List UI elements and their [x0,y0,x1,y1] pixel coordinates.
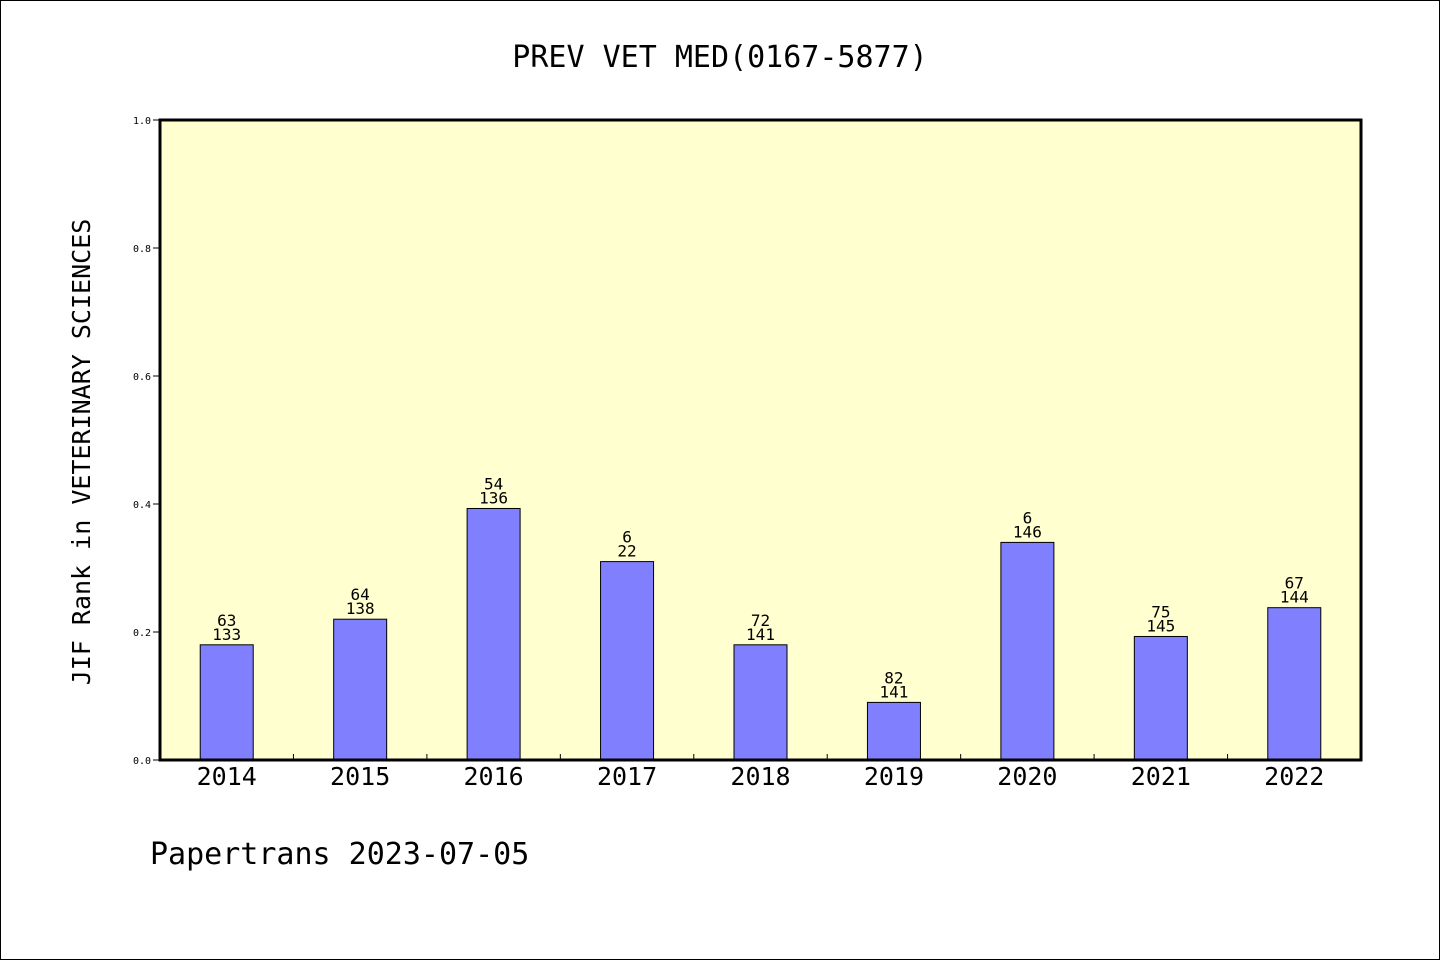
bar-label-rank-2019: 82 [884,668,903,687]
bar-label-total-2017: 22 [617,542,636,561]
bar-label-rank-2014: 63 [217,611,236,630]
bar-label-total-2015: 138 [346,599,375,618]
bar-2020 [1000,541,1055,761]
y-axis: 0.0 0.2 0.4 0.6 0.8 1.0 [133,116,160,767]
x-tick-label-2018: 2018 [730,762,790,791]
bar-label-rank-2022: 67 [1285,574,1304,593]
footer-text: Papertrans 2023-07-05 [150,837,529,872]
bar-2016 [466,507,521,761]
y-axis-label: JIF Rank in VETERINARY SCIENCES [67,219,96,686]
x-tick-label-2021: 2021 [1131,762,1191,791]
x-tick-label-2020: 2020 [997,762,1057,791]
y-tick-label: 1.0 [133,116,151,127]
x-tick-label-2017: 2017 [597,762,657,791]
bar-label-total-2022: 144 [1280,588,1309,607]
bar-2022 [1267,607,1322,761]
bar-label-rank-2021: 75 [1151,602,1170,621]
plot-border [158,118,1363,762]
y-tick-label: 0.2 [133,628,151,639]
bar-series [199,507,1322,761]
bar-label-rank-2016: 54 [484,474,503,493]
bar-label-rank-2020: 6 [1023,508,1033,527]
bar-2021 [1133,635,1188,761]
bar-label-total-2019: 141 [879,682,908,701]
bar-labels: 6313364138541366227214182141614675145671… [212,474,1308,701]
bar-label-total-2020: 146 [1013,522,1042,541]
x-tick-label-2022: 2022 [1264,762,1324,791]
bar-label-total-2014: 133 [212,625,241,644]
x-axis: 2014 2015 2016 2017 2018 2019 2020 2021 2022 [197,754,1324,791]
bar-2017 [600,561,655,761]
x-tick-label-2019: 2019 [864,762,924,791]
x-tick-label-2014: 2014 [197,762,257,791]
x-tick-label-2016: 2016 [464,762,524,791]
bar-label-rank-2018: 72 [751,611,770,630]
x-tick-label-2015: 2015 [330,762,390,791]
y-tick-label: 0.0 [133,756,151,767]
bar-2019 [866,701,921,761]
bar-2018 [733,644,788,761]
chart-title: PREV VET MED(0167-5877) [512,40,927,75]
bar-label-total-2021: 145 [1146,616,1175,635]
bar-2014 [199,644,254,761]
bar-label-total-2016: 136 [479,488,508,507]
y-tick-label: 0.4 [133,500,151,511]
y-tick-label: 0.8 [133,244,151,255]
bar-label-total-2018: 141 [746,625,775,644]
bar-2015 [333,618,388,761]
y-tick-label: 0.6 [133,372,151,383]
bar-label-rank-2017: 6 [622,528,632,547]
bar-label-rank-2015: 64 [351,585,370,604]
